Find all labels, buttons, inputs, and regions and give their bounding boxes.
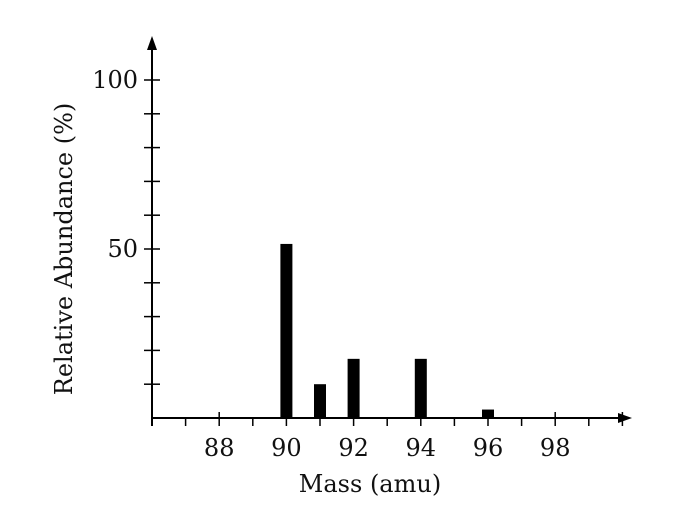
x-tick-label-88: 88 — [204, 434, 235, 462]
x-axis-label: Mass (amu) — [299, 470, 441, 498]
bar-mass-90 — [280, 243, 293, 418]
bar-mass-94 — [414, 358, 427, 418]
bar-mass-92 — [347, 358, 360, 418]
bar-mass-96 — [482, 409, 494, 418]
labels-group: Mass (amu) Relative Abundance (%) — [50, 103, 441, 498]
y-tick-label-100: 100 — [92, 66, 138, 94]
y-axis-label: Relative Abundance (%) — [50, 103, 78, 396]
x-tick-label-92: 92 — [338, 434, 369, 462]
x-axis-arrow — [618, 413, 632, 423]
axes-group: 88 90 92 94 96 98 50 100 — [92, 36, 632, 462]
y-axis-arrow — [147, 36, 157, 50]
y-tick-label-50: 50 — [107, 235, 138, 263]
x-tick-label-94: 94 — [406, 434, 437, 462]
x-tick-label-96: 96 — [473, 434, 504, 462]
bar-mass-91 — [314, 384, 326, 418]
x-tick-label-90: 90 — [271, 434, 302, 462]
x-tick-label-98: 98 — [540, 434, 571, 462]
bars-group — [280, 243, 494, 418]
